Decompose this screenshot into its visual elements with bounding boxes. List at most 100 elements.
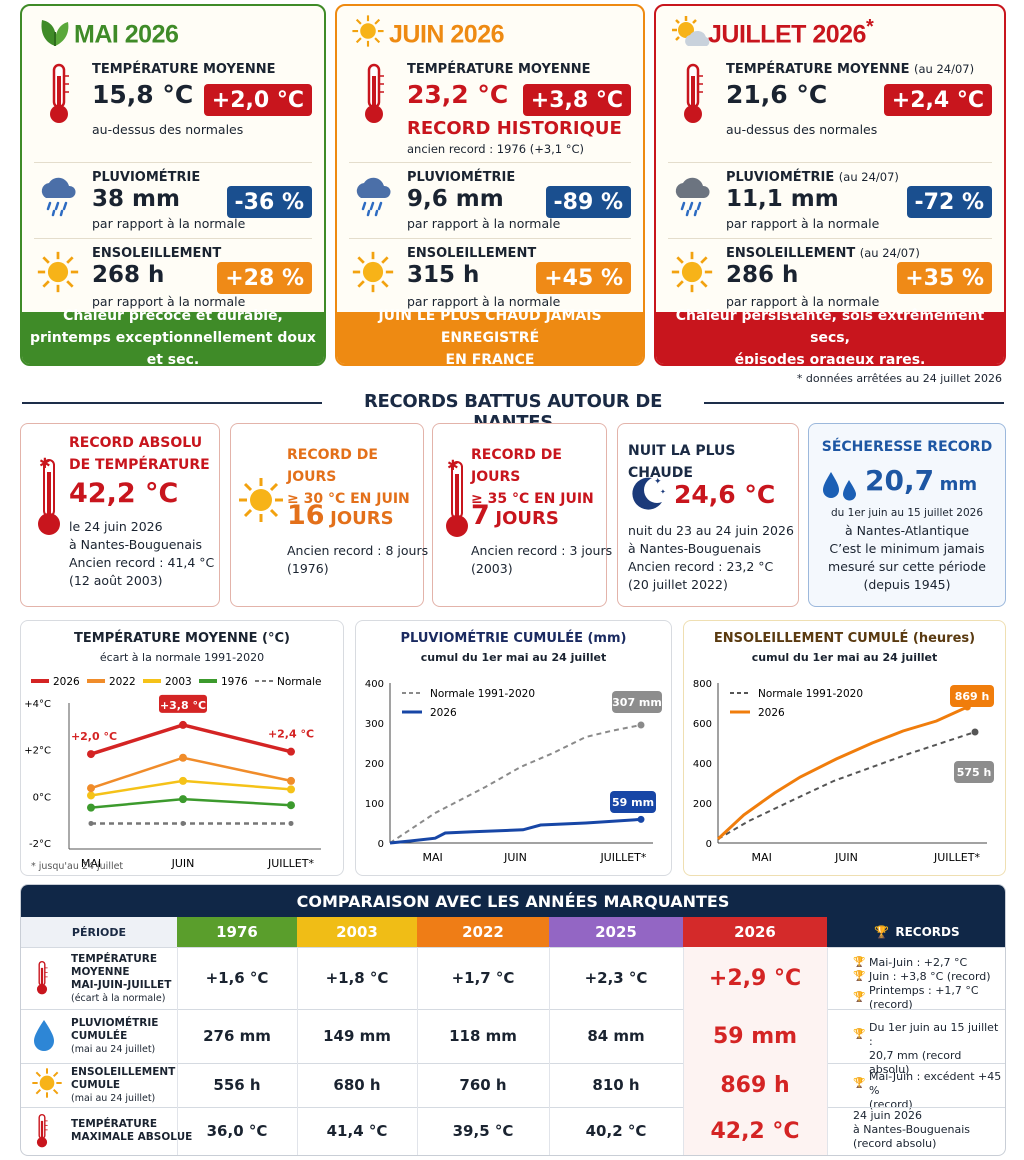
table-cell: 59 mm — [683, 1009, 827, 1063]
end-label-badge — [950, 685, 994, 707]
legend-item: 2026 — [31, 676, 80, 688]
sun-icon — [351, 250, 395, 298]
column-divider — [417, 947, 418, 1155]
rain-row: PLUVIOMÉTRIE 38 mm par rapport à la norma… — [22, 170, 324, 236]
svg-text:Normale 1991-2020: Normale 1991-2020 — [758, 688, 863, 700]
svg-text:2026: 2026 — [53, 676, 80, 688]
rain-subtext: par rapport à la normale — [92, 216, 246, 231]
y-tick-label: 800 — [693, 679, 712, 690]
row-label: TEMPÉRATURE MOYENNE MAI-JUIN-JUILLET (écart… — [71, 952, 172, 1004]
table-cell: 680 h — [333, 1076, 381, 1094]
svg-text:2026: 2026 — [430, 707, 457, 719]
legend-item: Normale — [255, 676, 321, 688]
trophy-icon: 🏆 — [853, 956, 866, 968]
row-label: TEMPÉRATURE MAXIMALE ABSOLUE — [71, 1118, 193, 1143]
table-cell: +2,9 °C — [683, 947, 827, 1009]
chart-subtitle: écart à la normale 1991-2020 — [99, 651, 265, 664]
sun-chart: 800 600 400 200 0 MAI JUIN JUILLET* Normale 1991… — [693, 679, 994, 864]
divider — [349, 162, 631, 163]
x-tick-label: MAI — [81, 857, 101, 870]
svg-text:2003: 2003 — [165, 676, 192, 688]
legend-item: 2026 — [730, 707, 785, 719]
series-line-2026 — [389, 817, 642, 845]
y-tick-label: 0 — [706, 839, 712, 850]
data-point — [287, 747, 295, 756]
rain-row: PLUVIOMÉTRIE 9,6 mm par rapport à la norm… — [337, 170, 643, 236]
temperature-row: TEMPÉRATURE MOYENNE 15,8 °C +2,0 °C au-des… — [22, 62, 324, 162]
svg-text:✱: ✱ — [39, 456, 51, 472]
rain-cloud-icon — [36, 174, 80, 222]
records-cell: 🏆 Mai-Juin : excédent +45 % (record) — [853, 1070, 1002, 1111]
table-cell: 40,2 °C — [585, 1122, 647, 1140]
data-point — [637, 815, 645, 823]
table-cell: 41,4 °C — [326, 1122, 388, 1140]
thermometer-icon — [31, 960, 53, 1000]
record-title: RECORD ABSOLU DE TEMPÉRATURE — [69, 435, 210, 473]
rain-cloud-icon — [351, 174, 395, 222]
data-point — [971, 728, 979, 736]
column-divider — [297, 947, 298, 1155]
data-point — [87, 803, 95, 812]
thermometer-icon — [359, 62, 389, 130]
month-title: MAI 2026 — [74, 20, 179, 49]
chart-card-temperature: TEMPÉRATURE MOYENNE (°C) écart à la norm… — [20, 620, 344, 876]
data-point — [287, 785, 295, 794]
data-point — [287, 776, 295, 785]
record-details: Ancien record : 8 jours (1976) — [287, 543, 429, 576]
record-title: RECORD DE JOURS ≥ 35 °C EN JUIN — [471, 447, 594, 507]
record-value: 20,7 mm — [865, 464, 978, 497]
column-divider — [827, 947, 828, 1155]
sun-delta-badge: +35 % — [897, 262, 992, 294]
y-tick-label: +2°C — [24, 746, 51, 757]
table-cell: +2,3 °C — [584, 969, 648, 987]
temperature-label: TEMPÉRATURE MOYENNE — [92, 62, 276, 77]
column-header-2003: 2003 — [297, 917, 417, 947]
table-cell: 84 mm — [587, 1027, 645, 1045]
legend-item: Normale 1991-2020 — [402, 688, 535, 700]
records-cell: 24 juin 2026 à Nantes-Bouguenais (record a… — [853, 1108, 971, 1150]
sun-icon — [351, 14, 385, 52]
table-cell: 39,5 °C — [452, 1122, 514, 1140]
table-cell: +1,6 °C — [205, 969, 269, 987]
rain-chart: 400 300 200 100 0 MAI JUIN JUILLET* Normale 1991… — [365, 679, 662, 864]
trophy-icon: 🏆 — [853, 991, 866, 1003]
x-tick-label: JUILLET* — [267, 857, 314, 870]
temperature-label: TEMPÉRATURE MOYENNE (au 24/07) — [726, 62, 975, 77]
column-header-2022: 2022 — [417, 917, 549, 947]
rain-label: PLUVIOMÉTRIE — [92, 170, 201, 185]
table-cell: 760 h — [459, 1076, 507, 1094]
rain-cloud-icon — [670, 174, 714, 222]
sun-delta-badge: +28 % — [217, 262, 312, 294]
data-point — [87, 784, 95, 793]
rain-subtext: par rapport à la normale — [407, 216, 561, 231]
table-cell: 869 h — [683, 1063, 827, 1107]
temperature-delta-badge: +2,4 °C — [883, 84, 992, 116]
column-header-1976: 1976 — [177, 917, 297, 947]
record-details: du 1er juin au 15 juillet 2026 à Nantes-A… — [828, 507, 986, 592]
table-cell: 42,2 °C — [683, 1107, 827, 1155]
record-value: 42,2 °C — [69, 478, 179, 509]
records-cell: 🏆 Mai-Juin : +2,7 °C 🏆 Juin : +3,8 °C (reco… — [853, 955, 991, 1011]
record-details: nuit du 23 au 24 juin 2026 à Nantes-Bougu… — [628, 523, 794, 592]
table-cell: 36,0 °C — [206, 1122, 268, 1140]
records-divider-right — [704, 402, 1004, 404]
annotation-label: +2,0 °C — [71, 730, 117, 743]
data-point — [287, 801, 295, 810]
column-divider — [177, 947, 178, 1155]
rain-row: PLUVIOMÉTRIE (au 24/07) 11,1 mm par rappor… — [656, 170, 1004, 236]
y-tick-label: 0 — [378, 839, 384, 850]
x-tick-label: JUILLET* — [933, 851, 980, 864]
data-point — [179, 795, 187, 804]
data-point — [637, 721, 645, 729]
series-line-1976 — [90, 797, 292, 809]
temperature-chart: 2026 2022 2003 1976 Normale +4°C +2°C 0°C -2°C MA… — [24, 676, 321, 872]
series-line-normale — [717, 731, 976, 840]
y-tick-label: +4°C — [24, 699, 51, 710]
records-divider-left — [22, 402, 322, 404]
rain-delta-badge: -36 % — [226, 186, 312, 218]
svg-text:2026: 2026 — [758, 707, 785, 719]
end-label-badge — [954, 761, 994, 783]
record-value: 16 JOURS — [287, 500, 394, 531]
end-label-badge — [610, 791, 656, 813]
month-card-0: MAI 2026 TEMPÉRATURE MOYENNE 15,8 °C +2,0 … — [20, 4, 326, 366]
